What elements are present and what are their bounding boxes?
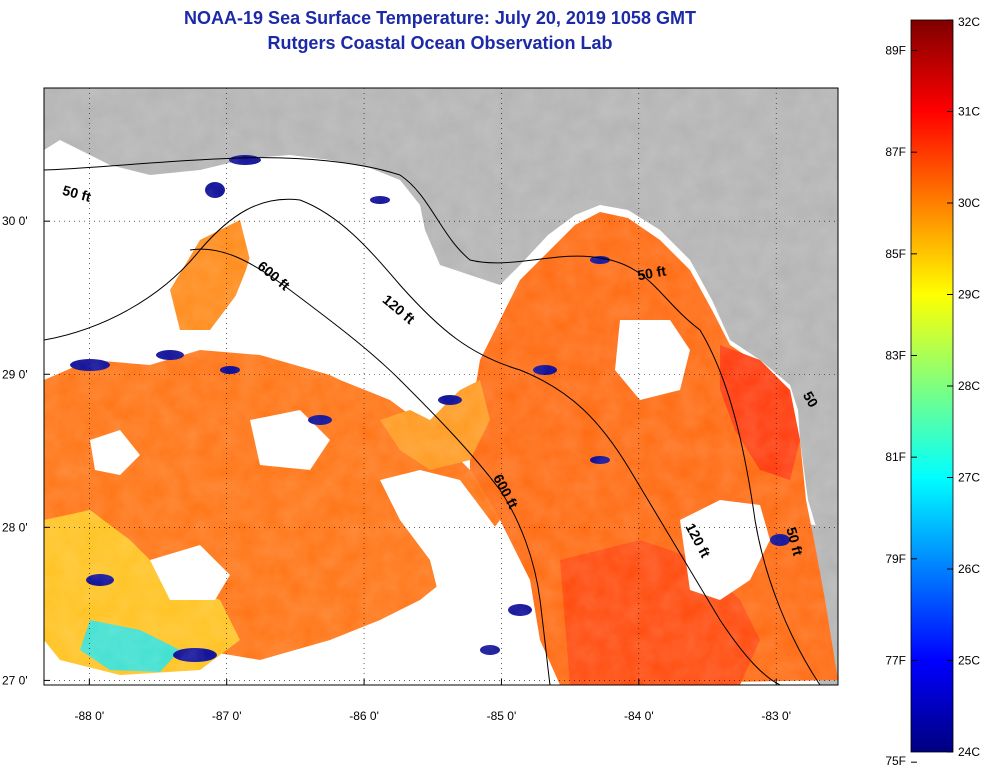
cb-label-f: 77F [885,654,906,668]
cb-label-f: 87F [885,145,906,159]
title-line-2: Rutgers Coastal Ocean Observation Lab [267,33,613,53]
colorbar-fahrenheit-labels: 89F 87F 85F 83F 81F 79F 77F 75F [885,44,917,768]
lon-tick-label: -88 0' [75,709,105,723]
map-frame [43,87,839,686]
lat-tick-label: 27 0' [2,673,28,687]
axis-ticks: 30 0' 29 0' 28 0' 27 0' -88 0' -87 0' -86 0' -8… [2,214,791,723]
contour-label: 50 ft [61,182,93,205]
lon-tick-label: -84 0' [624,709,654,723]
cb-label-c: 26C [958,562,980,576]
lon-tick-label: -85 0' [487,709,517,723]
lat-tick-label: 30 0' [2,214,28,228]
lon-tick-label: -86 0' [349,709,379,723]
cb-label-c: 30C [958,196,980,210]
contour-label: 50 ft [783,525,806,557]
cb-label-c: 31C [958,105,980,119]
cb-label-c: 29C [958,288,980,302]
contour-50ft [44,157,821,685]
contour-600ft [189,248,551,685]
contour-label: 50 [800,389,822,411]
colorbar-gradient [910,19,954,753]
cb-label-c: 28C [958,379,980,393]
lon-tick-label: -87 0' [212,709,242,723]
cb-label-c: 25C [958,654,980,668]
cb-label-c: 27C [958,471,980,485]
cb-label-c: 32C [958,15,980,29]
cb-label-c: 24C [958,745,980,759]
lat-tick-label: 28 0' [2,520,28,534]
cb-label-f: 81F [885,450,906,464]
contour-120ft [44,198,781,685]
colorbar: 32C 31C 30C 29C 28C 27C 26C 25C 24C 89F 87F 85F 83F… [885,15,980,768]
lat-tick-label: 29 0' [2,367,28,381]
cb-label-f: 79F [885,552,906,566]
cb-label-f: 89F [885,44,906,58]
texture-overlay [44,88,838,685]
cb-label-f: 85F [885,247,906,261]
bathymetry-contours [44,157,821,685]
contour-label: 50 ft [636,262,667,283]
colorbar-celsius-labels: 32C 31C 30C 29C 28C 27C 26C 25C 24C [947,15,980,759]
cb-label-f: 83F [885,349,906,363]
title-line-1: NOAA-19 Sea Surface Temperature: July 20… [184,8,696,28]
lon-tick-label: -83 0' [761,709,791,723]
cb-label-f: 75F [885,754,906,768]
